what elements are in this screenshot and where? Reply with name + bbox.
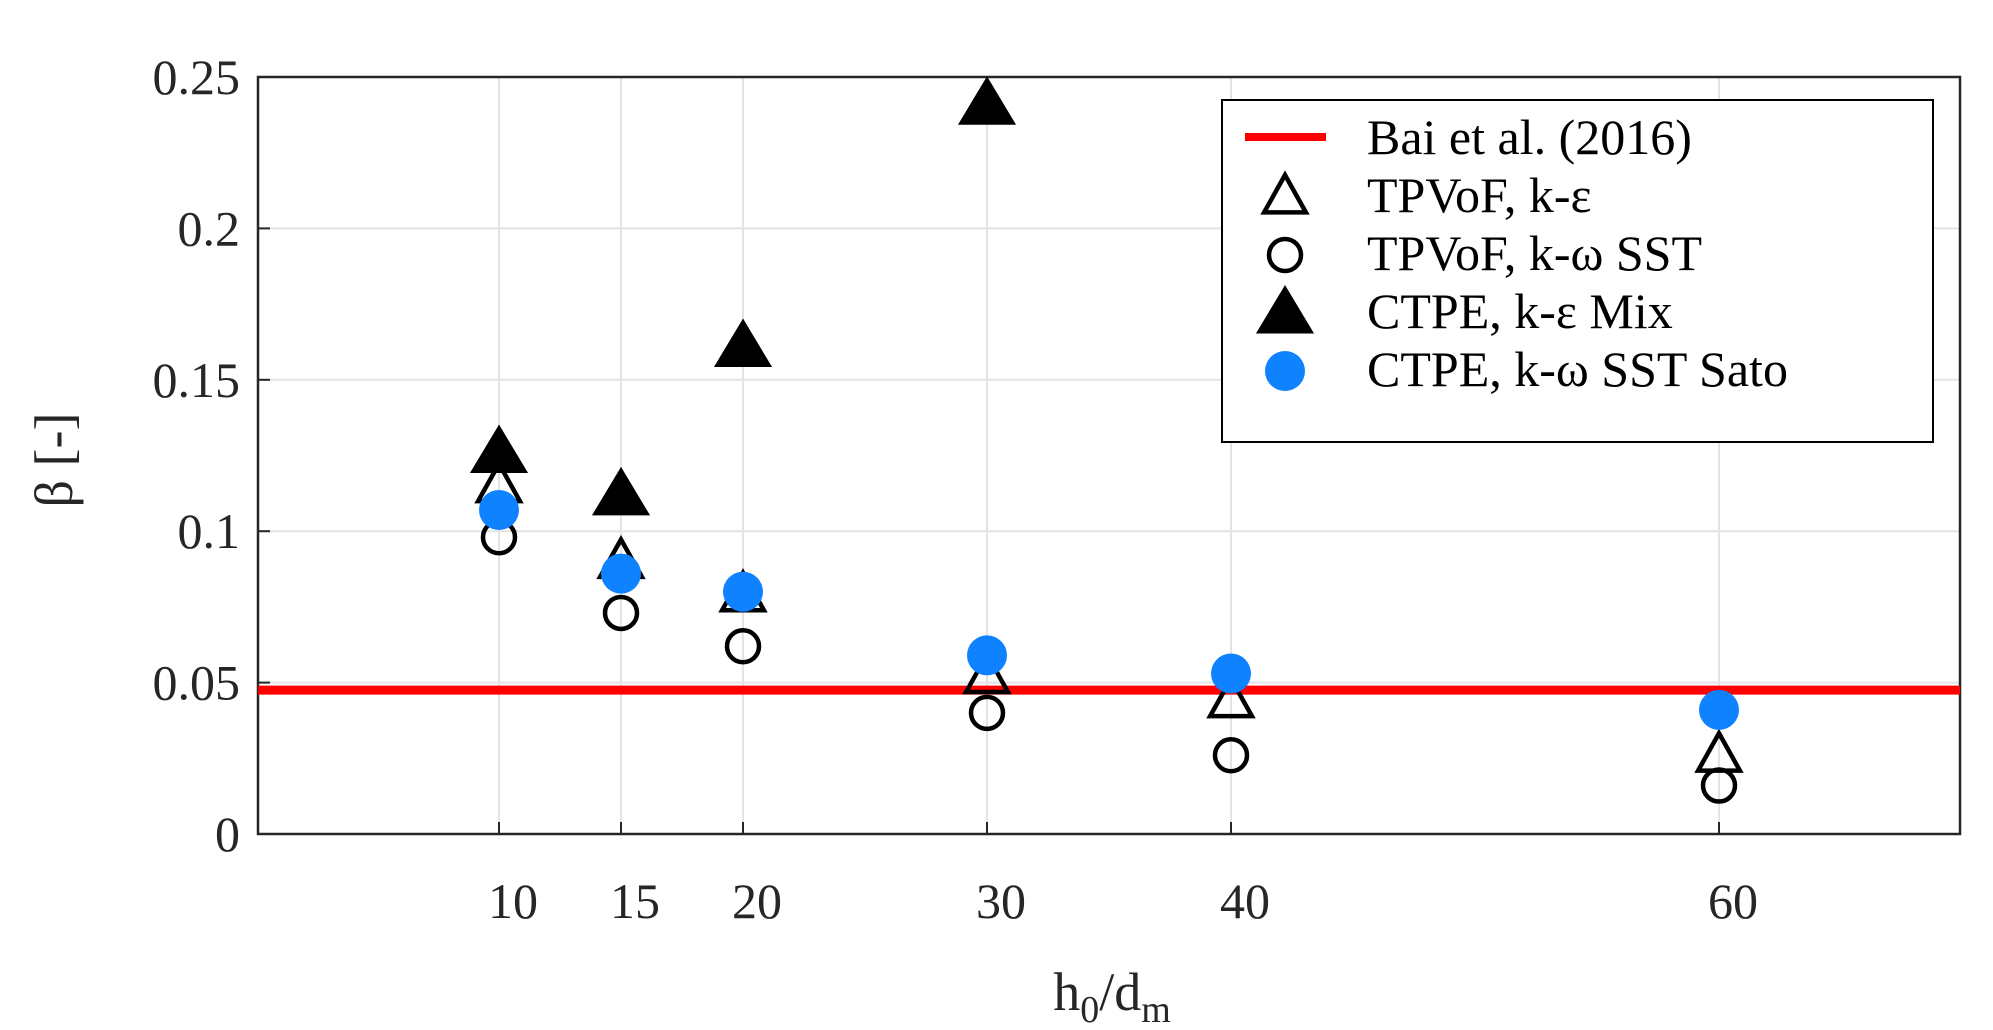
data-point	[602, 594, 640, 632]
x-tick-label: 60	[1708, 873, 1758, 929]
legend-item: CTPE, k-ε Mix	[1255, 283, 1673, 339]
data-point	[601, 553, 641, 594]
legend-item: TPVoF, k-ε	[1260, 167, 1591, 223]
data-point	[967, 635, 1007, 676]
data-point	[723, 571, 763, 612]
data-point	[1211, 653, 1251, 694]
legend-marker-swatch	[1260, 170, 1310, 215]
legend-label: TPVoF, k-ω SST	[1367, 225, 1702, 281]
data-point	[1212, 737, 1250, 774]
legend-marker-swatch	[1265, 351, 1305, 391]
series-1	[480, 519, 1738, 804]
legend-box	[1221, 99, 1934, 443]
data-marks	[469, 76, 1744, 804]
data-point	[1700, 767, 1738, 804]
x-tick-label: 10	[488, 873, 538, 929]
legend-marker-swatch	[1255, 285, 1315, 334]
legend-marker-swatch	[1266, 236, 1304, 274]
x-tick-label: 15	[610, 873, 660, 929]
y-tick-label: 0.1	[178, 503, 241, 559]
y-axis-title: β [-]	[24, 413, 84, 508]
data-point	[724, 628, 762, 665]
y-tick-label: 0.05	[153, 655, 241, 711]
legend-label: TPVoF, k-ε	[1367, 167, 1591, 223]
data-point	[469, 424, 529, 473]
data-point	[957, 76, 1017, 125]
data-point	[1699, 689, 1739, 730]
data-point	[968, 694, 1006, 732]
data-point	[479, 490, 519, 531]
y-tick-label: 0.25	[153, 49, 241, 105]
x-tick-label: 40	[1220, 873, 1270, 929]
series-3	[479, 490, 1739, 730]
x-tick-label: 20	[732, 873, 782, 929]
y-tick-label: 0.15	[153, 352, 241, 408]
legend-item: CTPE, k-ω SST Sato	[1265, 341, 1788, 397]
x-axis-title: h0/dm	[1053, 962, 1171, 1030]
y-axis-ticks: 0 0.05 0.1 0.15 0.2 0.25	[153, 49, 270, 862]
y-tick-label: 0.2	[178, 200, 241, 256]
plot-area-frame	[256, 75, 1962, 836]
y-tick-label: 0	[215, 806, 240, 862]
legend-label: CTPE, k-ω SST Sato	[1367, 341, 1788, 397]
data-point	[713, 318, 773, 367]
series-0	[474, 459, 1744, 773]
data-point	[962, 649, 1012, 695]
data-point	[591, 466, 651, 516]
x-tick-label: 30	[976, 873, 1026, 929]
x-axis-ticks: 10 15 20 30 40 60	[488, 822, 1758, 929]
series-2	[469, 76, 1017, 516]
legend-item: Bai et al. (2016)	[1245, 109, 1692, 165]
legend-label: CTPE, k-ε Mix	[1367, 283, 1673, 339]
data-point	[1206, 674, 1256, 719]
legend-label: Bai et al. (2016)	[1367, 109, 1692, 165]
legend-item: TPVoF, k-ω SST	[1266, 225, 1702, 281]
